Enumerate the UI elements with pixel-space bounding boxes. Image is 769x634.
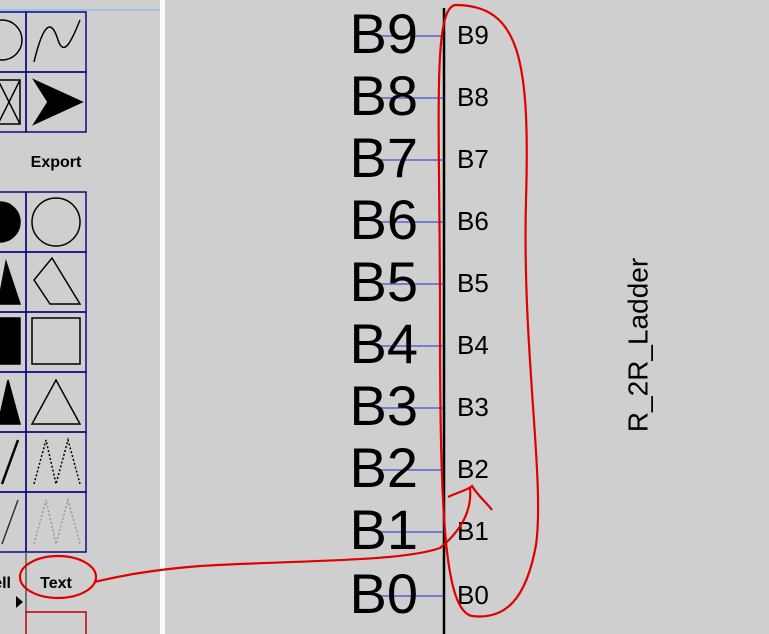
pin-label: B8: [457, 82, 489, 112]
net-label: B6: [350, 188, 419, 251]
annotation-mark: [447, 484, 493, 511]
icon: [0, 317, 21, 365]
pin-label: B9: [457, 20, 489, 50]
net-label: B1: [350, 498, 419, 561]
icon: [31, 197, 81, 247]
export-button[interactable]: Export: [31, 154, 82, 171]
net-label: B8: [350, 64, 419, 127]
toolbar: [0, 11, 87, 634]
tool-button[interactable]: [25, 491, 87, 553]
pin-label: B6: [457, 206, 489, 236]
pin-label: B7: [457, 144, 489, 174]
icon: [0, 201, 21, 243]
icon: [33, 19, 81, 63]
net-label: B7: [350, 126, 419, 189]
icon: [30, 378, 82, 425]
net-label: B3: [350, 374, 419, 437]
icon: [0, 259, 22, 305]
pin-label: B0: [457, 580, 489, 610]
icon: [31, 317, 81, 365]
splitter: [160, 0, 165, 634]
tool-button[interactable]: [25, 71, 87, 133]
net-label: B0: [350, 562, 419, 625]
annotation-circle: [18, 554, 98, 600]
pin-label: B1: [457, 516, 489, 546]
pin-label: B5: [457, 268, 489, 298]
pin-label: B2: [457, 454, 489, 484]
annotation: [18, 3, 540, 618]
annotation-arrow: [93, 487, 472, 584]
annotation-loop: [437, 3, 540, 618]
net-label: B2: [350, 436, 419, 499]
icon: [33, 256, 82, 305]
net-label: B9: [350, 2, 419, 65]
tool-button[interactable]: [25, 611, 87, 634]
submenu-arrow: [16, 596, 23, 608]
icon: [1, 499, 19, 545]
pin-label: B3: [457, 392, 489, 422]
component-label: R_2R_Ladder: [622, 258, 653, 432]
net-label: B5: [350, 250, 419, 313]
icon: [0, 379, 21, 425]
icon: [0, 19, 23, 61]
icon: [32, 78, 84, 126]
pin-label: B4: [457, 330, 489, 360]
text-button[interactable]: Text: [40, 575, 72, 592]
icon: [0, 79, 21, 125]
icon: [0, 439, 20, 485]
tool-label[interactable]: ell: [0, 575, 11, 592]
icon: [0, 79, 21, 125]
net-label: B4: [350, 312, 419, 375]
